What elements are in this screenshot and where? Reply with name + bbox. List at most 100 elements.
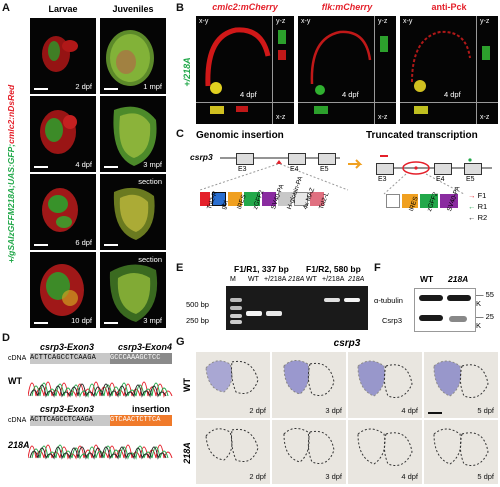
exon-e3-left: [236, 153, 254, 165]
g-row-mut: 218A: [180, 420, 194, 486]
axis-yz: y-z: [378, 18, 388, 25]
f-row-tubulin: α-tubulin: [374, 296, 403, 305]
e-f1r1-label: F1/R1, 337 bp: [234, 264, 289, 274]
panel-label-g: G: [176, 336, 185, 348]
scale-bar: [34, 166, 48, 168]
vertical-label-green: +/gSAIzGFFM218A;UAS:GFP;: [6, 143, 16, 264]
cassette-right-sv40: [440, 194, 458, 208]
f-size-55: — 55 K: [476, 290, 494, 308]
cassette-hglobin: [278, 192, 292, 206]
cassette-label: gbt: [220, 199, 230, 211]
exon-label: E5: [320, 166, 329, 173]
col-header-juveniles: Juveniles: [112, 4, 154, 14]
col-header-larvae: Larvae: [48, 4, 78, 14]
f-lane-218a: 218A: [448, 274, 469, 284]
side-label-218a: +/218A: [182, 57, 192, 87]
ish-mut-4dpf: 4 dpf: [348, 420, 422, 484]
scale-bar: [34, 322, 48, 324]
blot-band: [447, 295, 471, 301]
mut-chromatogram: [28, 444, 173, 460]
age-label: 3 dpf: [325, 472, 342, 481]
e-size-500: 500 bp: [186, 300, 209, 309]
ladder-band: [230, 320, 242, 324]
b-title-cmlc2: cmlc2:mCherry: [212, 2, 278, 12]
mut-seq-exon3: ACTTCAGCCTCAAGA: [30, 415, 110, 426]
age-label: 3 mpf: [143, 316, 162, 325]
cassette-right-blank: [386, 194, 400, 208]
primer-r1: ← R1: [468, 202, 488, 211]
axis-yz: y-z: [276, 18, 286, 25]
section-label: section: [138, 177, 162, 186]
lane-label: +/218A: [322, 276, 345, 283]
e-size-250: 250 bp: [186, 316, 209, 325]
panel-label-b: B: [176, 2, 184, 14]
exon-label: E3: [378, 176, 387, 183]
c-title-truncated: Truncated transcription: [366, 130, 478, 141]
cdna-label-mut: cDNA: [8, 417, 27, 424]
ladder-band: [230, 298, 242, 302]
gel-image: [226, 286, 368, 330]
f-size-25: — 25 K: [476, 312, 494, 330]
cdna-label: cDNA: [8, 355, 27, 362]
g-row-wt: WT: [180, 352, 194, 418]
confocal-image-anti-pck: x-y y-z x-z 4 dpf: [400, 16, 498, 124]
b-title-flk: flk:mCherry: [321, 2, 373, 12]
axis-xy: x-y: [301, 18, 311, 25]
panel-label-c: C: [176, 128, 184, 140]
exon-label: E5: [466, 176, 475, 183]
primer-legend: → F1 ← R1 ← R2: [468, 190, 487, 223]
vertical-label-red: cmlc2:nDsRed: [6, 84, 16, 144]
lane-label: WT: [248, 276, 259, 283]
lane-label: M: [230, 276, 236, 283]
age-label: 2 dpf: [249, 406, 266, 415]
panel-b-side-label: +/218A: [180, 20, 194, 124]
juvenile-section-image: section: [100, 174, 166, 250]
wt-seq-exon4: GCCCAAAGCTCC: [110, 353, 172, 364]
b-title-anti-pck: anti-Pck: [431, 2, 467, 12]
lane-label: 218A: [348, 276, 365, 283]
g-row-mut-label: 218A: [182, 442, 192, 464]
age-label: 4 dpf: [342, 90, 359, 99]
wt-seq-exon3: ACTTCAGCCTCAAGA: [30, 353, 110, 364]
scale-bar: [104, 166, 118, 168]
primer-f1: → F1: [468, 191, 487, 200]
cassette-tol2-l: [310, 192, 324, 206]
exon-label: E3: [238, 166, 247, 173]
blot-band-faint: [449, 316, 467, 322]
exon3-label-mut: csrp3-Exon3: [40, 404, 95, 414]
primer-r2: ← R2: [468, 213, 488, 222]
age-label: 10 dpf: [71, 316, 92, 325]
panel-label-e: E: [176, 262, 184, 274]
lane-label: 218A: [288, 276, 305, 283]
age-label: 4 dpf: [401, 406, 418, 415]
blot-band: [419, 295, 443, 301]
ish-wt-5dpf: 5 dpf: [424, 352, 498, 418]
panel-a-vertical-label: +/gSAIzGFFM218A;UAS:GFP;cmlc2:nDsRed: [0, 20, 22, 328]
juvenile-image-3mpf: 3 mpf: [100, 96, 166, 172]
age-label: 4 dpf: [75, 160, 92, 169]
mut-seq-insertion: GTCAACTCTTCA: [110, 415, 172, 426]
axis-xz: x-z: [378, 114, 388, 121]
scale-bar: [34, 244, 48, 246]
juvenile-section-image-3mpf: section 3 mpf: [100, 252, 166, 328]
cassette-labels-right: IRES zGFF2 SV40-PA: [386, 185, 466, 256]
axis-xz: x-z: [480, 114, 490, 121]
g-title: csrp3: [333, 338, 361, 349]
age-label: 1 mpf: [143, 82, 162, 91]
cassette-right-zgff2: [420, 194, 438, 208]
axis-xy: x-y: [403, 18, 413, 25]
exon-e5-left: [318, 153, 336, 165]
blot-band: [419, 315, 443, 321]
ladder-band: [230, 314, 242, 318]
gel-band: [266, 311, 282, 316]
age-label: 2 dpf: [75, 82, 92, 91]
axis-xz: x-z: [276, 114, 286, 121]
cassette-zgff2: [244, 192, 260, 206]
scale-bar: [104, 322, 118, 324]
ish-wt-4dpf: 4 dpf: [348, 352, 422, 418]
e-f1r2-label: F1/R2, 580 bp: [306, 264, 361, 274]
confocal-image-flk: x-y y-z x-z 4 dpf: [298, 16, 396, 124]
exon-e5-right: [464, 163, 482, 175]
larva-image-2dpf: 2 dpf: [30, 18, 96, 94]
age-label: 4 dpf: [401, 472, 418, 481]
